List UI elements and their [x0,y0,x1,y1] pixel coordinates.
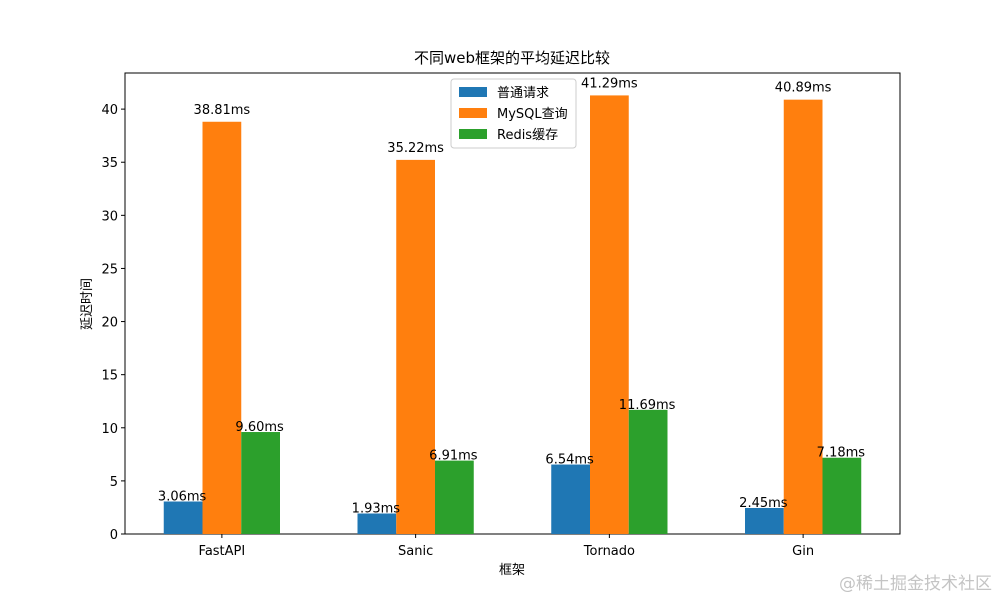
y-tick-label: 15 [101,369,118,384]
bar-tornado-0 [551,464,590,534]
watermark: @稀土掘金技术社区 [839,574,992,594]
legend: 普通请求 MySQL查询 Redis缓存 [450,78,577,149]
bar-gin-1 [783,99,823,534]
y-axis-title: 延迟时间 [80,278,95,330]
x-tick-label: Tornado [583,544,635,559]
data-label: 7.18ms [817,446,866,461]
data-labels-group: 3.06ms 1.93ms 6.54ms 2.45ms 38.81ms 35.22ms 41… [158,76,865,516]
legend-swatch [459,87,487,97]
bar-gin-0 [745,507,784,534]
y-tick-label: 40 [101,103,118,118]
data-label: 2.45ms [739,496,788,511]
data-label: 38.81ms [194,103,251,118]
bar-fastapi-0 [163,501,203,534]
data-label: 6.91ms [429,449,478,464]
data-label: 6.54ms [545,453,594,468]
bar-sanic-0 [357,513,397,534]
bar-tornado-2 [628,409,668,534]
bar-sanic-2 [435,460,474,534]
bar-tornado-1 [590,95,629,535]
legend-label: Redis缓存 [497,128,558,143]
data-label: 9.60ms [235,420,284,435]
bar-gin-2 [822,457,862,534]
legend-swatch [459,129,487,139]
x-tick-label: Sanic [398,544,433,559]
legend-swatch [459,108,487,118]
y-tick-label: 10 [101,422,118,437]
x-tick-label: Gin [792,544,814,559]
data-label: 11.69ms [619,398,676,413]
y-tick-label: 25 [101,262,118,277]
x-axis-title: 框架 [499,563,525,578]
data-label: 35.22ms [387,141,444,156]
y-tick-label: 0 [110,528,118,543]
y-tick-label: 35 [101,156,118,171]
chart-title: 不同web框架的平均延迟比较 [414,49,610,67]
legend-label: 普通请求 [497,86,549,101]
plot-area [124,72,901,535]
y-tick-label: 5 [110,475,118,490]
legend-label: MySQL查询 [497,107,568,122]
x-tick-label: FastAPI [199,544,246,559]
bar-fastapi-1 [202,121,242,535]
x-axis: FastAPI Sanic Tornado Gin [199,534,814,559]
y-tick-label: 20 [101,316,118,331]
bars-group [163,95,862,535]
y-axis: 0 5 10 15 20 25 30 35 40 [101,103,125,543]
data-label: 3.06ms [158,489,207,504]
plot-frame [124,72,901,535]
bar-sanic-1 [396,159,435,534]
data-label: 1.93ms [352,501,401,516]
y-tick-label: 30 [101,209,118,224]
bar-fastapi-2 [241,432,280,534]
data-label: 41.29ms [581,76,638,91]
data-label: 40.89ms [775,81,832,96]
